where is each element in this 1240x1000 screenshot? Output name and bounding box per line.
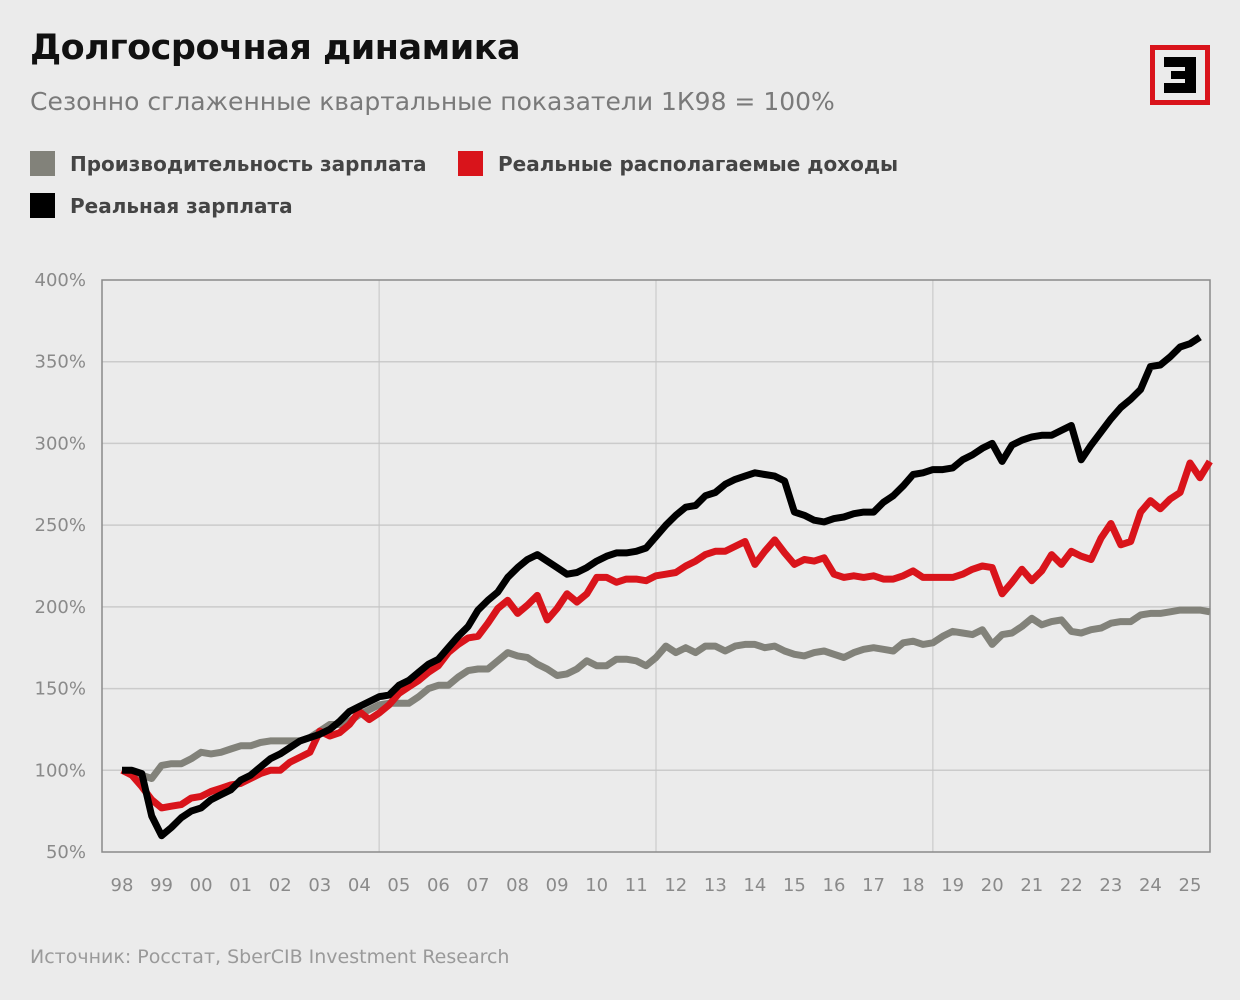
x-tick-label: 00 [190,875,213,896]
y-tick-label: 50% [46,842,86,863]
y-tick-label: 150% [35,679,86,700]
y-tick-label: 100% [35,760,86,781]
x-tick-label: 98 [111,875,134,896]
source-note: Источник: Росстат, SberCIB Investment Re… [30,946,510,968]
chart-title: Долгосрочная динамика [30,28,521,68]
x-tick-label: 22 [1060,875,1083,896]
x-tick-label: 23 [1099,875,1122,896]
x-tick-label: 08 [506,875,529,896]
logo [1150,45,1210,105]
x-tick-label: 07 [467,875,490,896]
y-tick-label: 200% [35,597,86,618]
x-tick-label: 20 [981,875,1004,896]
x-tick-label: 25 [1179,875,1202,896]
legend-item-real-income: Реальные располагаемые доходы [458,151,898,176]
x-tick-label: 18 [902,875,925,896]
x-tick-label: 99 [150,875,173,896]
x-tick-label: 03 [308,875,331,896]
x-tick-label: 16 [823,875,846,896]
legend-swatch-red [458,151,483,176]
legend-item-real-wage: Реальная зарплата [30,193,293,218]
plot-frame [101,279,1211,853]
y-tick-label: 350% [35,352,86,373]
x-tick-label: 19 [941,875,964,896]
x-tick-label: 09 [546,875,569,896]
x-tick-label: 14 [743,875,766,896]
x-tick-label: 01 [229,875,252,896]
y-tick-label: 300% [35,433,86,454]
y-tick-label: 400% [35,270,86,291]
x-tick-label: 17 [862,875,885,896]
x-tick-label: 06 [427,875,450,896]
x-tick-label: 15 [783,875,806,896]
series-line-real-income [120,459,1213,812]
series-line-real-wage [122,334,1202,840]
x-tick-label: 04 [348,875,371,896]
legend-swatch-gray [30,151,55,176]
legend-swatch-black [30,193,55,218]
x-tick-label: 12 [664,875,687,896]
x-tick-label: 02 [269,875,292,896]
y-tick-label: 250% [35,515,86,536]
x-tick-label: 13 [704,875,727,896]
x-tick-label: 11 [625,875,648,896]
legend-label: Реальная зарплата [70,193,293,218]
legend-label: Реальные располагаемые доходы [498,151,899,176]
legend-label: Производительность зарплата [70,151,427,176]
x-tick-label: 10 [585,875,608,896]
x-tick-label: 21 [1020,875,1043,896]
legend-item-productivity: Производительность зарплата [30,151,427,176]
chart-subtitle: Сезонно сглаженные квартальные показател… [30,87,835,116]
x-tick-label: 05 [387,875,410,896]
logo-e-icon [1164,57,1196,93]
x-tick-label: 24 [1139,875,1162,896]
